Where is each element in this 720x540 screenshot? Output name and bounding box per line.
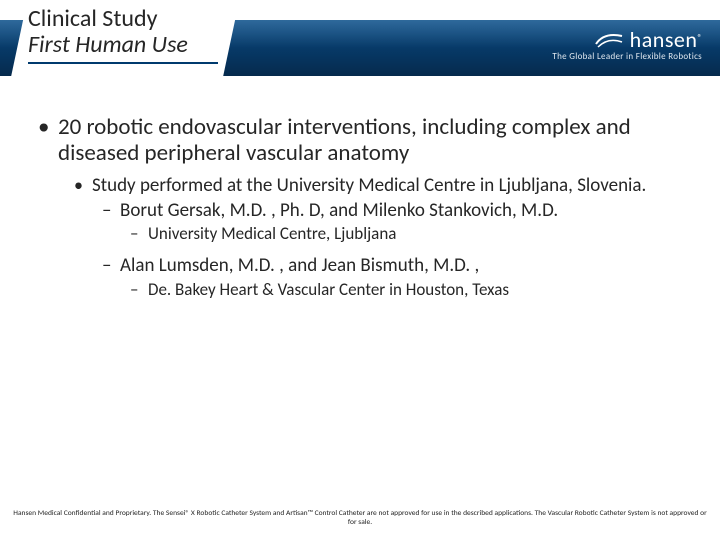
bullet-l3a-text: Borut Gersak, M.D. , Ph. D, and Milenko … [120, 199, 558, 222]
title-block: Clinical Study First Human Use [28, 6, 188, 59]
bullet-l3b-text: Alan Lumsden, M.D. , and Jean Bismuth, M… [120, 254, 479, 277]
title-line-2: First Human Use [28, 32, 188, 58]
brand-block: hansen® The Global Leader in Flexible Ro… [552, 26, 702, 62]
brand-registered-mark: ® [697, 33, 702, 44]
brand-name-text: hansen [630, 26, 698, 53]
bullet-l4b-text: De. Bakey Heart & Vascular Center in Hou… [148, 279, 509, 300]
list-item: 20 robotic endovascular interventions, i… [58, 114, 692, 300]
list-item: Study performed at the University Medica… [92, 175, 692, 300]
slide-header: Clinical Study First Human Use hansen® T… [0, 0, 720, 96]
list-item: Alan Lumsden, M.D. , and Jean Bismuth, M… [120, 255, 692, 300]
brand-logo: hansen® [552, 26, 702, 53]
list-item: University Medical Centre, Ljubljana [148, 224, 692, 244]
bullet-l1-text: 20 robotic endovascular interventions, i… [58, 113, 631, 167]
title-underline [28, 62, 218, 64]
list-item: Borut Gersak, M.D. , Ph. D, and Milenko … [120, 200, 692, 245]
title-line-1: Clinical Study [28, 6, 188, 32]
hansen-swoosh-icon [594, 30, 624, 50]
bullet-l2-text: Study performed at the University Medica… [92, 174, 646, 197]
slide-body: 20 robotic endovascular interventions, i… [0, 96, 720, 300]
bullet-list-level-4: University Medical Centre, Ljubljana [120, 224, 692, 244]
bullet-list-level-2: Study performed at the University Medica… [58, 175, 692, 300]
brand-name: hansen® [630, 26, 702, 53]
bullet-list-level-4: De. Bakey Heart & Vascular Center in Hou… [120, 280, 692, 300]
bullet-l4a-text: University Medical Centre, Ljubljana [148, 223, 396, 244]
bullet-list-level-3: Borut Gersak, M.D. , Ph. D, and Milenko … [92, 200, 692, 300]
bullet-list-level-1: 20 robotic endovascular interventions, i… [28, 114, 692, 300]
brand-tagline: The Global Leader in Flexible Robotics [552, 51, 702, 62]
list-item: De. Bakey Heart & Vascular Center in Hou… [148, 280, 692, 300]
footer-disclaimer: Hansen Medical Confidential and Propriet… [0, 509, 720, 529]
